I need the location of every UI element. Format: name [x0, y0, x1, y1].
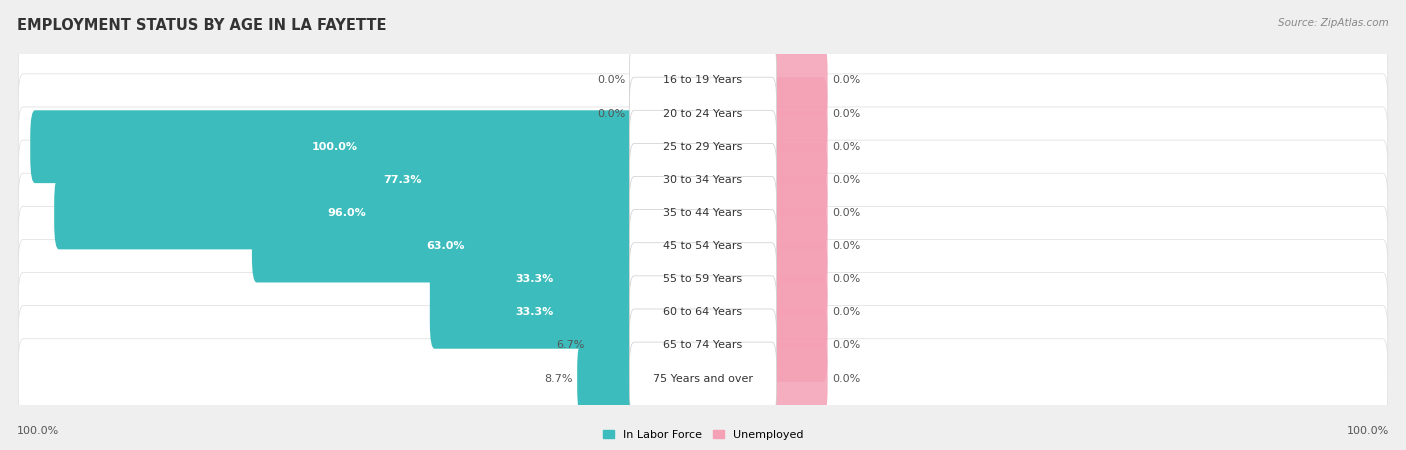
Text: 65 to 74 Years: 65 to 74 Years — [664, 340, 742, 351]
FancyBboxPatch shape — [768, 176, 828, 249]
Text: 0.0%: 0.0% — [832, 241, 860, 251]
Text: 63.0%: 63.0% — [426, 241, 464, 251]
FancyBboxPatch shape — [578, 342, 638, 415]
Text: 0.0%: 0.0% — [832, 340, 860, 351]
Text: 0.0%: 0.0% — [832, 175, 860, 185]
Text: 0.0%: 0.0% — [832, 108, 860, 119]
Text: 16 to 19 Years: 16 to 19 Years — [664, 76, 742, 86]
FancyBboxPatch shape — [18, 306, 1388, 385]
Text: 8.7%: 8.7% — [544, 374, 574, 383]
FancyBboxPatch shape — [630, 77, 776, 150]
Text: 30 to 34 Years: 30 to 34 Years — [664, 175, 742, 185]
Text: 6.7%: 6.7% — [557, 340, 585, 351]
Text: Source: ZipAtlas.com: Source: ZipAtlas.com — [1278, 18, 1389, 28]
FancyBboxPatch shape — [18, 41, 1388, 120]
FancyBboxPatch shape — [430, 276, 638, 349]
Text: 60 to 64 Years: 60 to 64 Years — [664, 307, 742, 317]
FancyBboxPatch shape — [630, 243, 776, 315]
FancyBboxPatch shape — [630, 44, 776, 117]
FancyBboxPatch shape — [768, 243, 828, 315]
Text: 20 to 24 Years: 20 to 24 Years — [664, 108, 742, 119]
Text: 100.0%: 100.0% — [17, 427, 59, 436]
FancyBboxPatch shape — [31, 110, 638, 183]
Text: 100.0%: 100.0% — [312, 142, 357, 152]
Text: 33.3%: 33.3% — [515, 274, 554, 284]
Legend: In Labor Force, Unemployed: In Labor Force, Unemployed — [598, 425, 808, 445]
FancyBboxPatch shape — [589, 309, 638, 382]
FancyBboxPatch shape — [630, 309, 776, 382]
Text: 35 to 44 Years: 35 to 44 Years — [664, 208, 742, 218]
FancyBboxPatch shape — [630, 342, 776, 415]
FancyBboxPatch shape — [768, 44, 828, 117]
Text: 0.0%: 0.0% — [832, 142, 860, 152]
Text: 0.0%: 0.0% — [598, 76, 626, 86]
FancyBboxPatch shape — [630, 176, 776, 249]
FancyBboxPatch shape — [630, 210, 776, 283]
Text: 100.0%: 100.0% — [1347, 427, 1389, 436]
FancyBboxPatch shape — [18, 74, 1388, 153]
Text: 77.3%: 77.3% — [384, 175, 422, 185]
Text: 25 to 29 Years: 25 to 29 Years — [664, 142, 742, 152]
FancyBboxPatch shape — [18, 173, 1388, 253]
FancyBboxPatch shape — [768, 210, 828, 283]
Text: 0.0%: 0.0% — [832, 374, 860, 383]
Text: 75 Years and over: 75 Years and over — [652, 374, 754, 383]
FancyBboxPatch shape — [630, 144, 776, 216]
Text: 0.0%: 0.0% — [832, 208, 860, 218]
FancyBboxPatch shape — [18, 140, 1388, 220]
Text: 0.0%: 0.0% — [598, 108, 626, 119]
FancyBboxPatch shape — [768, 309, 828, 382]
FancyBboxPatch shape — [768, 342, 828, 415]
FancyBboxPatch shape — [18, 206, 1388, 286]
Text: 55 to 59 Years: 55 to 59 Years — [664, 274, 742, 284]
Text: 45 to 54 Years: 45 to 54 Years — [664, 241, 742, 251]
FancyBboxPatch shape — [630, 110, 776, 183]
FancyBboxPatch shape — [18, 107, 1388, 186]
Text: 0.0%: 0.0% — [832, 274, 860, 284]
Text: 0.0%: 0.0% — [832, 76, 860, 86]
Text: 0.0%: 0.0% — [832, 307, 860, 317]
FancyBboxPatch shape — [18, 273, 1388, 352]
FancyBboxPatch shape — [166, 144, 638, 216]
FancyBboxPatch shape — [430, 243, 638, 315]
Text: 33.3%: 33.3% — [515, 307, 554, 317]
FancyBboxPatch shape — [55, 176, 638, 249]
FancyBboxPatch shape — [18, 239, 1388, 319]
FancyBboxPatch shape — [768, 77, 828, 150]
FancyBboxPatch shape — [18, 339, 1388, 418]
Text: EMPLOYMENT STATUS BY AGE IN LA FAYETTE: EMPLOYMENT STATUS BY AGE IN LA FAYETTE — [17, 18, 387, 33]
FancyBboxPatch shape — [630, 276, 776, 349]
FancyBboxPatch shape — [768, 110, 828, 183]
FancyBboxPatch shape — [768, 276, 828, 349]
Text: 96.0%: 96.0% — [328, 208, 366, 218]
FancyBboxPatch shape — [768, 144, 828, 216]
FancyBboxPatch shape — [252, 210, 638, 283]
